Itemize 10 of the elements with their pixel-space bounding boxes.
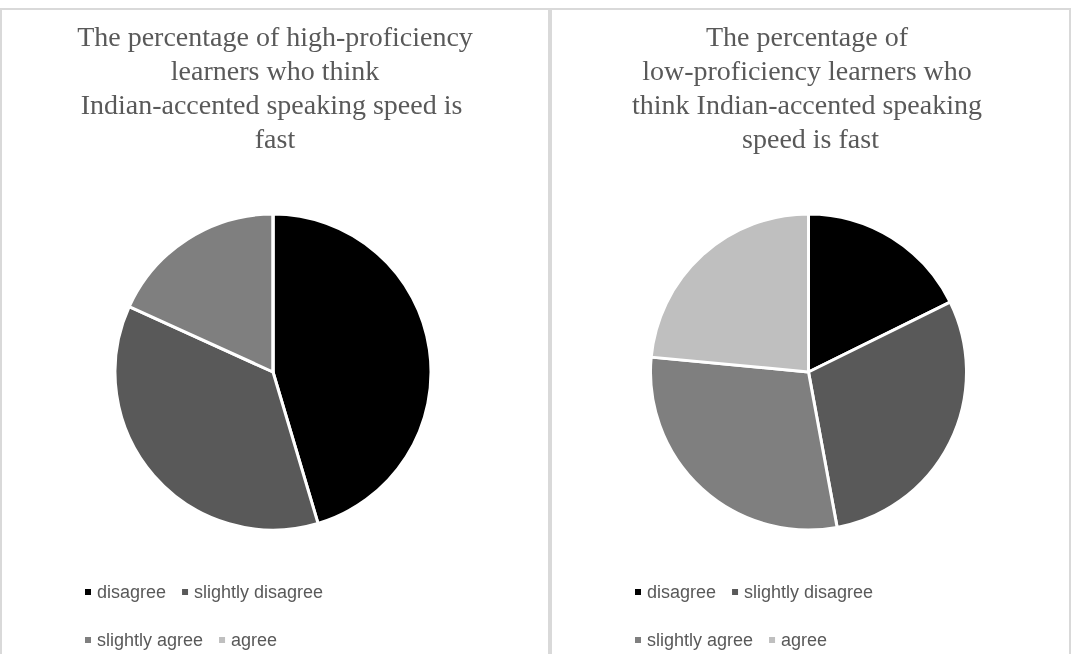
chart-title: The percentage of low-proficiency learners who think Indian-accented speaking speed is fast: [632, 20, 989, 154]
legend-label: agree: [231, 630, 278, 650]
legend-label: disagree: [647, 582, 717, 602]
legend-label: slightly disagree: [194, 582, 324, 602]
legend-label: slightly disagree: [744, 582, 874, 602]
chart-title: The percentage of high-proficiency learners who think Indian-accented speaking speed is fast: [77, 20, 473, 154]
legend-label: disagree: [97, 582, 167, 602]
legend-label: slightly agree: [97, 630, 204, 650]
legend-label: agree: [781, 630, 828, 650]
legend-label: slightly agree: [647, 630, 754, 650]
